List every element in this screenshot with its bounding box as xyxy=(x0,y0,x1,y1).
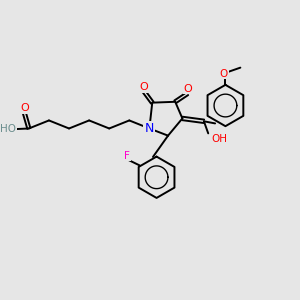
Text: O: O xyxy=(220,69,228,79)
Text: F: F xyxy=(124,151,130,160)
Text: N: N xyxy=(144,122,154,135)
Text: O: O xyxy=(20,103,29,113)
Text: HO: HO xyxy=(0,124,16,134)
Text: OH: OH xyxy=(212,134,228,143)
Text: O: O xyxy=(184,84,192,94)
Text: O: O xyxy=(139,82,148,92)
